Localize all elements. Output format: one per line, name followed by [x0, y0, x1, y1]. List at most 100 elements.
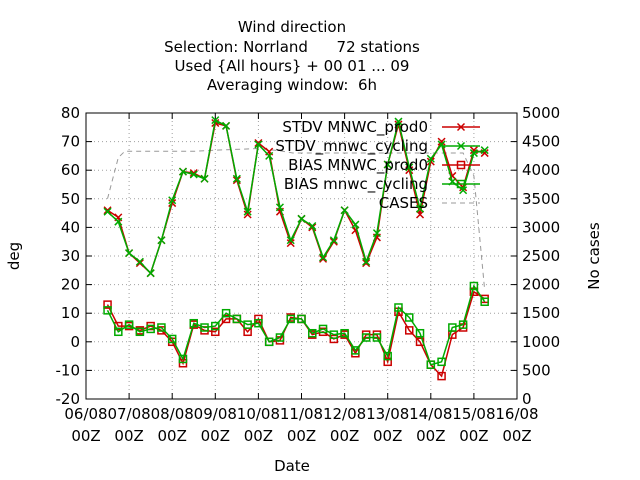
data-point [437, 140, 446, 149]
data-point [319, 253, 328, 262]
data-point [458, 320, 468, 329]
data-point [200, 174, 209, 183]
data-point [405, 166, 414, 175]
data-point [222, 121, 231, 130]
data-point [318, 324, 328, 334]
data-point [372, 229, 381, 238]
data-point [448, 323, 457, 332]
data-point [351, 220, 360, 229]
title-line-1: Wind direction [238, 18, 346, 36]
x-tick-label-date: 16/08 [495, 405, 538, 423]
y-tick-label: 70 [61, 133, 80, 151]
x-tick-label-hour: 00Z [373, 427, 402, 445]
data-point [243, 210, 252, 219]
y2-tick-label: 3500 [522, 190, 560, 208]
data-point [103, 207, 112, 216]
y-axis-label: deg [5, 242, 23, 270]
data-point [456, 141, 466, 151]
data-point [415, 204, 425, 213]
x-tick-label-date: 11/08 [280, 405, 323, 423]
x-tick-label-hour: 00Z [71, 427, 100, 445]
data-point [146, 324, 155, 334]
data-point [361, 333, 371, 342]
data-point [405, 326, 414, 335]
data-point [103, 306, 112, 315]
data-point [124, 320, 134, 329]
data-point [125, 249, 134, 258]
data-point [103, 300, 112, 309]
data-point [135, 259, 144, 268]
data-point [394, 117, 403, 126]
legend-entry: STDV MNWC_prod0 [282, 118, 480, 137]
data-point [372, 333, 382, 342]
x-tick-label-hour: 00Z [330, 427, 359, 445]
x-tick-label-hour: 00Z [459, 427, 488, 445]
x-tick-label-date: 13/08 [366, 405, 409, 423]
data-point [415, 328, 425, 338]
legend-label: STDV_mnwc_cycling [275, 137, 428, 156]
y2-tick-label: 3000 [522, 218, 560, 236]
y-tick-label: 60 [61, 161, 80, 179]
data-point [383, 357, 392, 367]
x-tick-label-hour: 00Z [287, 427, 316, 445]
data-point [265, 151, 274, 160]
x-tick-label-date: 09/08 [194, 405, 237, 423]
data-point [286, 314, 295, 324]
data-point [157, 323, 166, 332]
x-tick-label-date: 06/08 [64, 405, 107, 423]
y-tick-label: 50 [61, 190, 80, 208]
data-point [383, 351, 392, 361]
data-point [243, 320, 252, 329]
legend-entry: STDV_mnwc_cycling [275, 137, 480, 156]
data-point [221, 308, 231, 318]
data-point [383, 160, 392, 169]
y-tick-label: -20 [56, 390, 81, 408]
legend-label: BIAS mnwc_cycling [284, 175, 428, 194]
x-tick-label-date: 08/08 [151, 405, 194, 423]
x-tick-label-hour: 00Z [158, 427, 187, 445]
data-point [275, 203, 284, 212]
data-point [254, 314, 263, 324]
data-point [243, 207, 252, 216]
data-point [286, 239, 295, 248]
y2-axis-label: No cases [585, 222, 603, 290]
data-point [254, 138, 263, 148]
data-point [275, 333, 285, 342]
data-point [297, 214, 306, 223]
data-point [469, 281, 479, 291]
legend-entry: CASES [379, 194, 480, 212]
x-tick-label-date: 15/08 [452, 405, 495, 423]
chart-title: Wind direction Selection: Norrland 72 st… [164, 18, 420, 94]
series-line [106, 119, 485, 275]
y-tick-label: -10 [56, 361, 81, 379]
data-point [308, 328, 317, 338]
data-point [340, 328, 349, 338]
data-point [362, 257, 371, 266]
data-point [221, 314, 231, 324]
data-point [254, 318, 263, 328]
data-point [329, 236, 338, 245]
legend-label: STDV MNWC_prod0 [282, 118, 428, 137]
data-point [189, 318, 198, 328]
data-point [114, 327, 123, 337]
series-line [106, 284, 486, 366]
y2-tick-label: 500 [522, 361, 551, 379]
data-point [178, 167, 188, 176]
x-tick-label-hour: 00Z [201, 427, 230, 445]
y-tick-label: 40 [61, 218, 80, 236]
data-point [135, 327, 145, 337]
data-point [426, 154, 435, 163]
x-tick-label-hour: 00Z [502, 427, 531, 445]
data-point [329, 330, 339, 339]
data-point [437, 357, 446, 367]
data-point [146, 269, 155, 278]
data-point [456, 179, 466, 189]
data-point [297, 314, 306, 324]
y2-tick-label: 0 [522, 390, 532, 408]
data-point [254, 140, 263, 149]
y-tick-label: 30 [61, 247, 80, 265]
y2-tick-label: 4000 [522, 161, 560, 179]
x-tick-label-hour: 00Z [114, 427, 143, 445]
